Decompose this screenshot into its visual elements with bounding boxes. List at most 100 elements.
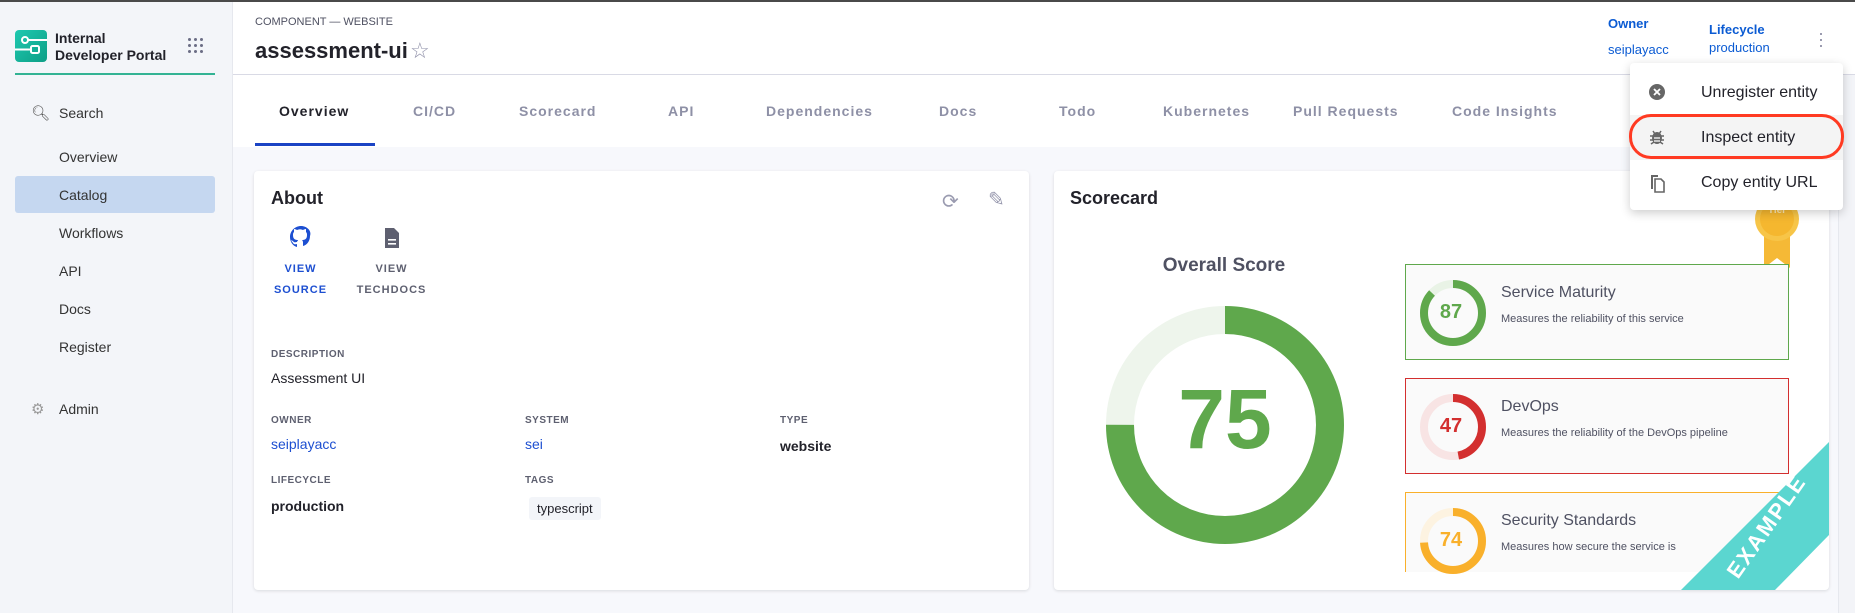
owner-label: OWNER — [271, 415, 312, 426]
sidebar-item-workflows[interactable]: Workflows — [15, 214, 215, 251]
sidebar-item-search[interactable]: 🔍︎ Search — [15, 94, 215, 131]
score-check-card[interactable]: 87 Service Maturity Measures the reliabi… — [1405, 264, 1789, 360]
overall-score-value: 75 — [1178, 372, 1272, 466]
tab-pull-requests[interactable]: Pull Requests — [1293, 103, 1399, 119]
tab-scorecard[interactable]: Scorecard — [519, 103, 597, 119]
menu-item-label: Unregister entity — [1701, 83, 1818, 101]
scrollbar[interactable] — [1838, 75, 1855, 613]
app-grid-icon[interactable] — [188, 38, 204, 54]
overall-score-donut — [1106, 306, 1344, 544]
sidebar-item-label: Overview — [59, 148, 118, 165]
menu-item-copy-entity-url[interactable]: Copy entity URL — [1630, 160, 1843, 205]
type-label: TYPE — [780, 415, 809, 426]
description-label: DESCRIPTION — [271, 349, 345, 360]
gear-icon: ⚙ — [31, 401, 45, 418]
tab-todo[interactable]: Todo — [1059, 103, 1097, 119]
view-source-button[interactable]: VIEW SOURCE — [268, 225, 333, 301]
sidebar-item-label: Search — [59, 104, 104, 121]
view-techdocs-line2: TECHDOCS — [356, 284, 427, 296]
tab-bar: Overview CI/CD Scorecard API Dependencie… — [233, 75, 1855, 147]
owner-link[interactable]: seiplayacc — [1608, 42, 1669, 57]
check-score-donut — [1420, 394, 1486, 460]
sidebar-item-overview[interactable]: Overview — [15, 138, 215, 175]
lifecycle-label: LIFECYCLE — [271, 475, 332, 486]
owner-label: Owner — [1608, 16, 1649, 31]
tab-dependencies[interactable]: Dependencies — [766, 103, 873, 119]
system-link[interactable]: sei — [525, 436, 543, 452]
scorecard-title: Scorecard — [1070, 188, 1159, 208]
highlight-annotation — [1629, 114, 1844, 159]
tab-kubernetes[interactable]: Kubernetes — [1163, 103, 1251, 119]
star-icon[interactable]: ☆ — [410, 38, 430, 63]
page-title: assessment-ui — [255, 38, 408, 63]
tags-label: TAGS — [525, 475, 555, 486]
sidebar-item-docs[interactable]: Docs — [15, 290, 215, 327]
tab-api[interactable]: API — [668, 103, 695, 119]
lifecycle-value: production — [1709, 40, 1770, 55]
bug-icon — [1648, 128, 1666, 146]
view-source-line1: VIEW — [284, 263, 317, 275]
score-check-card[interactable]: 47 DevOps Measures the reliability of th… — [1405, 378, 1789, 474]
lifecycle-value: production — [271, 498, 345, 514]
divider — [15, 73, 215, 75]
sidebar: Internal Developer Portal 🔍︎ Search Overv… — [0, 2, 233, 613]
portal-logo[interactable] — [15, 30, 47, 62]
sidebar-item-admin[interactable]: ⚙ Admin — [15, 390, 215, 427]
about-title: About — [271, 188, 323, 208]
view-techdocs-button[interactable]: VIEW TECHDOCS — [354, 225, 429, 301]
github-icon — [289, 226, 310, 247]
brand-name: Internal Developer Portal — [55, 30, 167, 63]
active-tab-indicator — [255, 143, 375, 146]
cancel-circle-icon — [1648, 83, 1666, 101]
document-icon — [384, 228, 399, 248]
sidebar-item-label: Docs — [59, 300, 91, 317]
sidebar-item-label: Workflows — [59, 224, 124, 241]
check-score-donut — [1420, 508, 1486, 574]
menu-item-inspect-entity[interactable]: Inspect entity — [1630, 115, 1843, 160]
about-card: About ⟳ ✎ VIEW SOURCE VIEW TECHDOCS DESC… — [254, 171, 1029, 590]
refresh-icon[interactable]: ⟳ — [942, 191, 959, 213]
overall-score-label: Overall Score — [1162, 255, 1286, 276]
check-score-value: 74 — [1439, 529, 1463, 551]
check-score-arc — [1420, 394, 1486, 460]
entity-header: COMPONENT — WEBSITE assessment-ui ☆ Owne… — [233, 2, 1855, 75]
check-description: Measures the reliability of the DevOps p… — [1501, 427, 1728, 439]
owner-link[interactable]: seiplayacc — [271, 436, 337, 452]
check-name: DevOps — [1501, 398, 1559, 415]
edit-icon[interactable]: ✎ — [988, 189, 1005, 211]
sidebar-item-label: Admin — [59, 400, 99, 417]
tag-chip[interactable]: typescript — [529, 497, 601, 520]
view-source-line2: SOURCE — [273, 284, 328, 296]
sidebar-item-api[interactable]: API — [15, 252, 215, 289]
sidebar-item-label: Register — [59, 338, 112, 355]
check-score-donut — [1420, 280, 1486, 346]
more-vert-icon[interactable]: · · · — [1818, 23, 1824, 55]
overall-score-arc — [1106, 306, 1344, 544]
example-ribbon-band — [1681, 442, 1829, 590]
check-description: Measures the reliability of this service — [1501, 313, 1684, 325]
sidebar-item-register[interactable]: Register — [15, 328, 215, 365]
view-techdocs-line1: VIEW — [375, 263, 408, 275]
example-ribbon: EXAMPLE — [1681, 442, 1829, 590]
type-value: website — [780, 438, 832, 454]
tab-code-insights[interactable]: Code Insights — [1452, 103, 1558, 119]
copy-icon — [1648, 173, 1666, 193]
sidebar-item-catalog[interactable]: Catalog — [15, 176, 215, 213]
tab-ci-cd[interactable]: CI/CD — [413, 103, 457, 119]
tab-overview[interactable]: Overview — [279, 103, 350, 119]
check-score-arc — [1420, 280, 1486, 346]
search-icon: 🔍︎ — [31, 105, 51, 122]
check-name: Security Standards — [1501, 512, 1637, 529]
menu-item-label: Inspect entity — [1701, 128, 1796, 146]
tab-docs[interactable]: Docs — [939, 103, 978, 119]
menu-item-unregister-entity[interactable]: Unregister entity — [1630, 70, 1843, 115]
svg-text:Tier: Tier — [1768, 205, 1786, 216]
check-score-value: 87 — [1439, 301, 1463, 323]
scorecard-card: Scorecard Overall Score 75 Tier 87 Servi… — [1054, 171, 1829, 590]
system-label: SYSTEM — [525, 415, 570, 426]
entity-context-menu: Unregister entity Inspect entity Copy en… — [1630, 63, 1843, 210]
check-description: Measures how secure the service is — [1501, 541, 1676, 553]
lifecycle-label: Lifecycle — [1709, 22, 1765, 37]
entity-kind: COMPONENT — WEBSITE — [255, 16, 393, 28]
check-score-arc — [1420, 508, 1486, 574]
